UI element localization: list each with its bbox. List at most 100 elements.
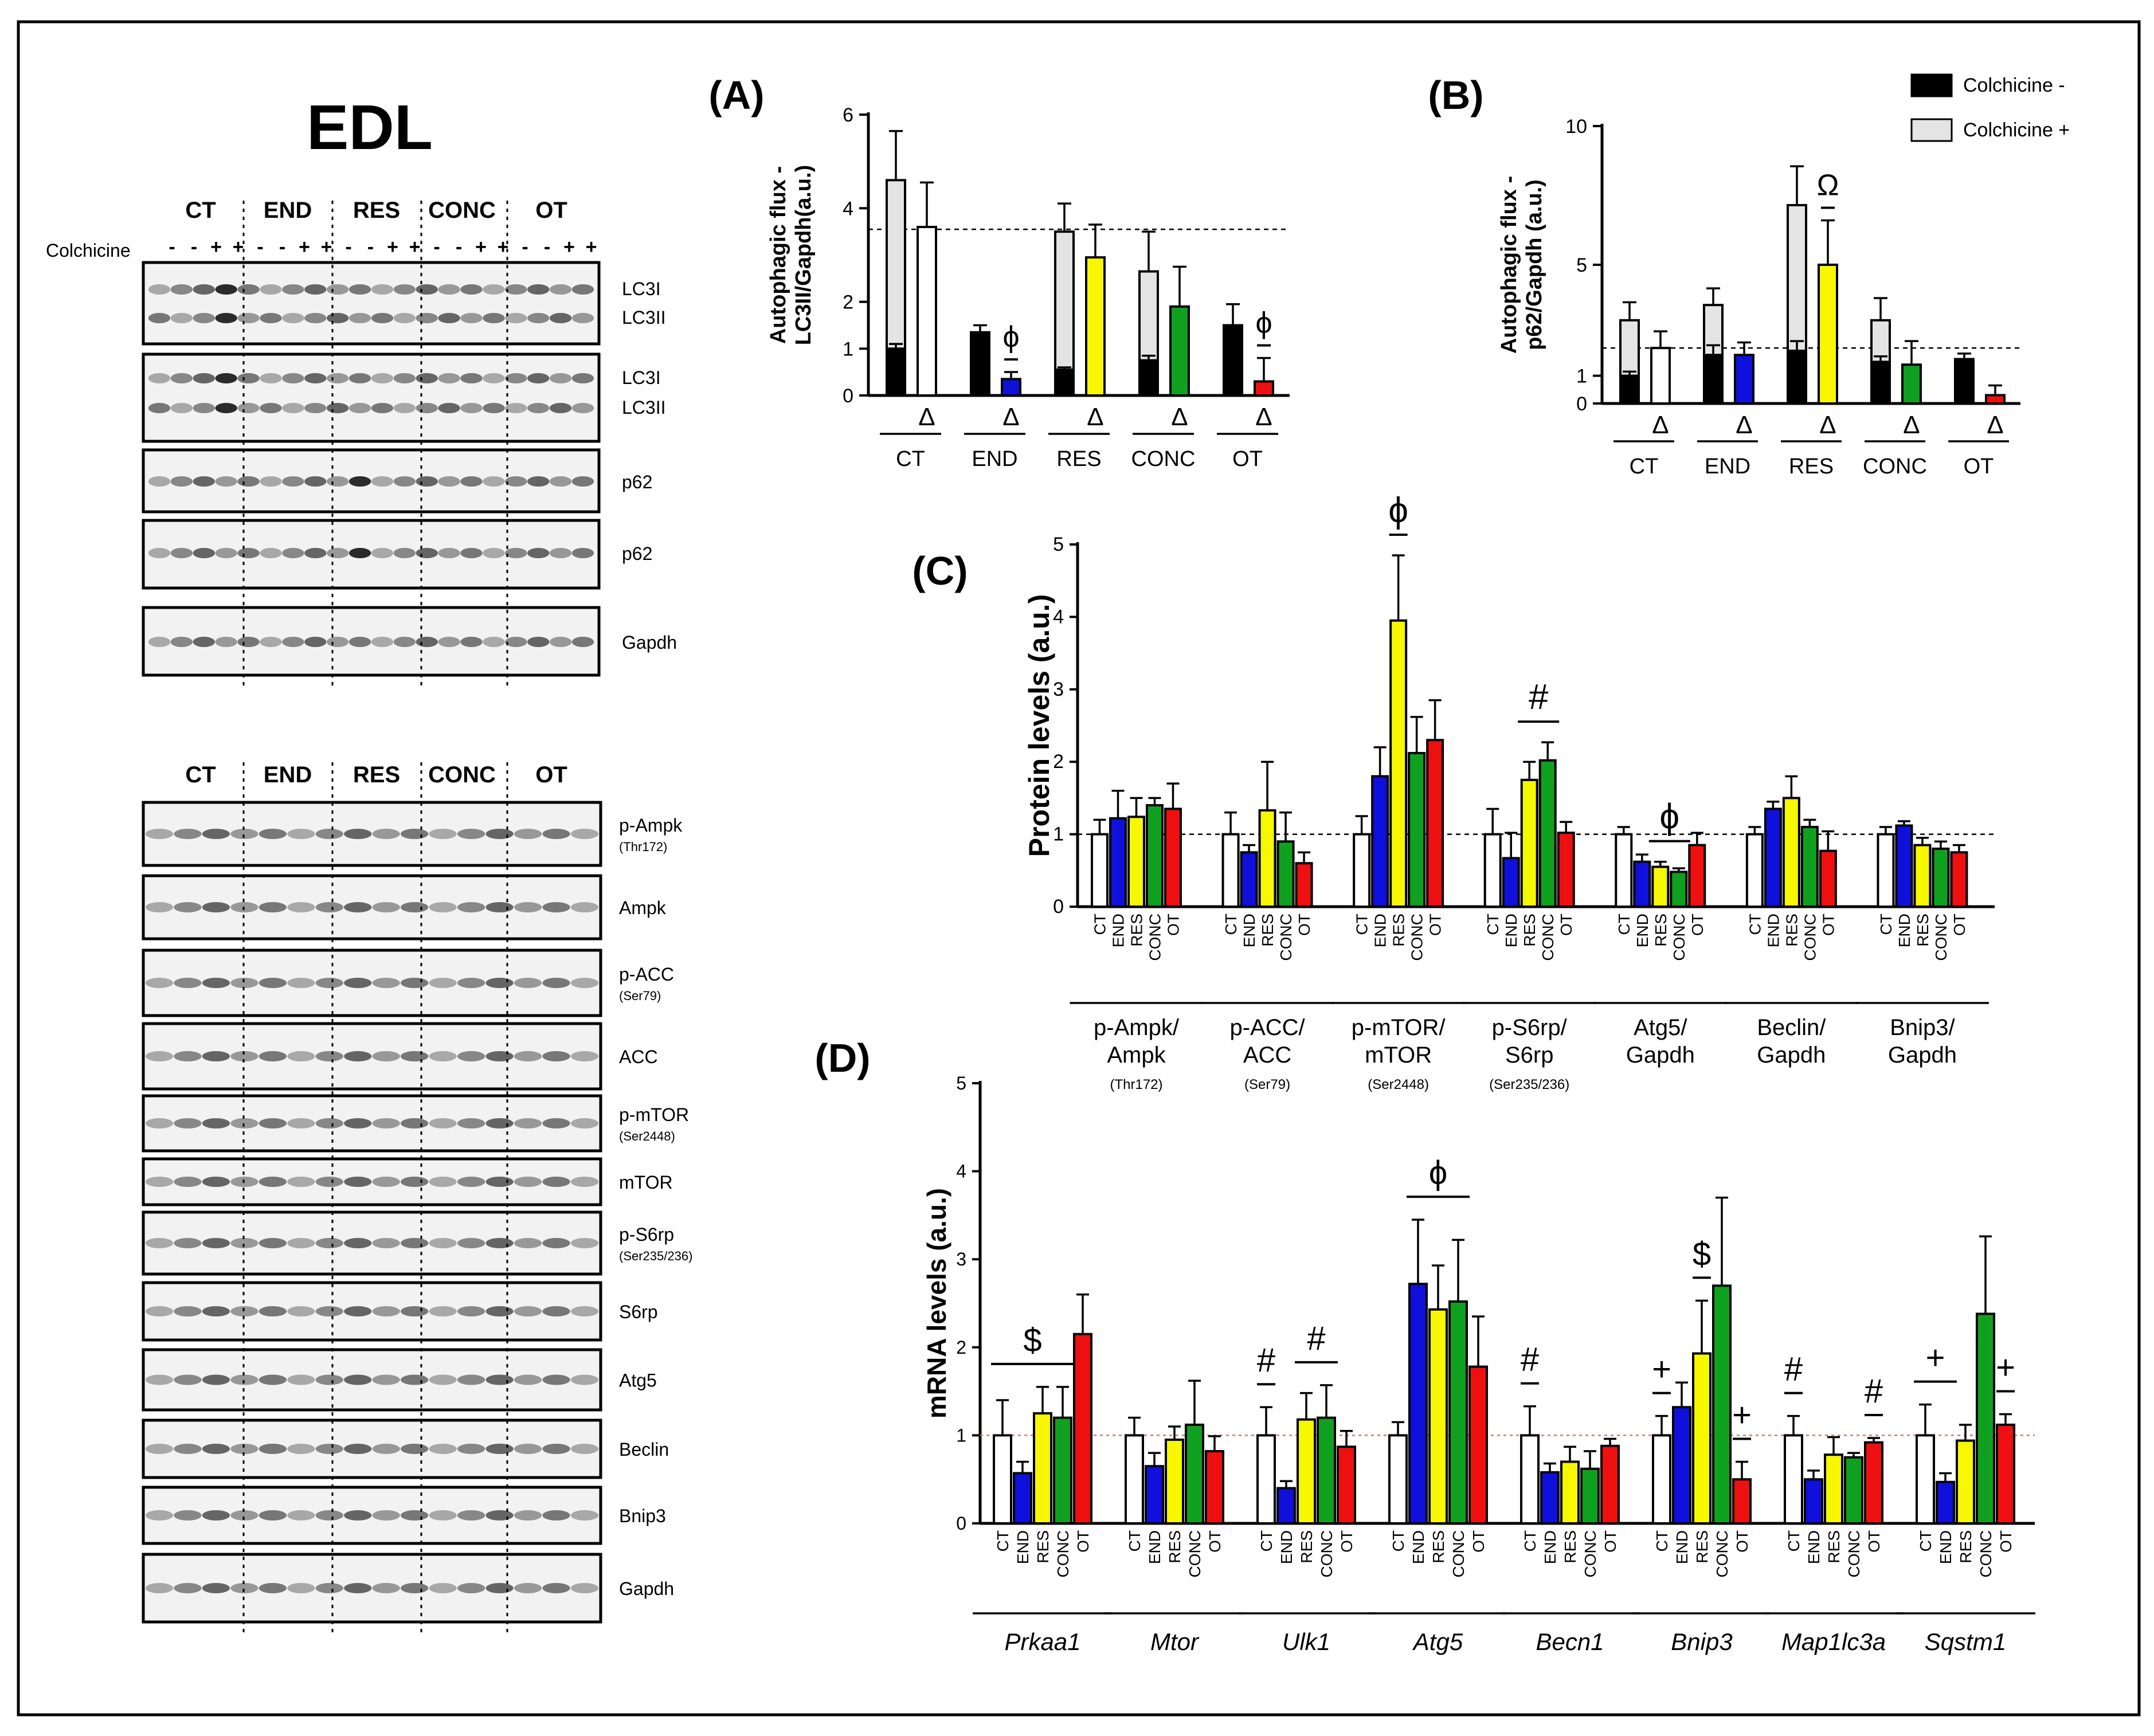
bar — [1540, 1471, 1560, 1525]
bar-category-label: CT — [1484, 914, 1502, 935]
blot-band — [326, 284, 349, 295]
blot-band — [542, 1306, 570, 1316]
blot-band — [505, 548, 527, 558]
blot-band — [371, 403, 394, 413]
error-bar — [1058, 366, 1071, 370]
blot-band — [527, 373, 550, 383]
blot-band — [215, 637, 237, 647]
blot-band — [344, 1374, 372, 1385]
error-bar — [1767, 800, 1780, 809]
blot-band — [344, 902, 372, 912]
blot-band — [457, 1118, 485, 1128]
blot-band — [571, 548, 594, 558]
bar — [1276, 1487, 1296, 1525]
colchicine-sign: - — [456, 236, 462, 258]
blot-band — [315, 1306, 343, 1316]
colchicine-sign: - — [433, 236, 440, 258]
bar-category-label: OT — [1470, 1530, 1487, 1553]
bar — [1844, 1456, 1863, 1525]
bar — [1672, 1406, 1691, 1525]
group-label: CT — [1630, 454, 1659, 479]
bar-colchicine-minus — [886, 347, 906, 397]
blot-band — [549, 637, 572, 647]
bar-category-label: CONC — [1845, 1530, 1863, 1577]
blot-band — [514, 1051, 542, 1061]
blot-band — [193, 476, 216, 487]
group-label: RES — [1056, 447, 1101, 471]
blot-band — [344, 1177, 372, 1187]
bar-flux — [1254, 380, 1274, 397]
blot-band — [460, 403, 483, 413]
bar — [1652, 1434, 1671, 1525]
blot-band — [401, 902, 429, 912]
bar — [1950, 851, 1968, 908]
blot-band — [571, 476, 594, 487]
blot-band — [230, 1051, 259, 1061]
group-label: CT — [896, 447, 925, 471]
error-bar — [1737, 341, 1751, 355]
blot-band — [372, 1306, 400, 1316]
group-label: Ulk1 — [1282, 1628, 1330, 1655]
blot-band — [315, 1238, 343, 1248]
blot-band — [145, 1374, 174, 1385]
bar — [1145, 1465, 1164, 1525]
delta-symbol: Δ — [1255, 403, 1272, 431]
blot-band — [372, 1238, 400, 1248]
group-sublabel: (Ser79) — [1244, 1077, 1290, 1092]
blot-band — [570, 829, 599, 839]
error-bar — [973, 324, 987, 332]
blot-band — [315, 1051, 343, 1061]
figure-border — [17, 20, 2141, 1717]
blot-band — [527, 313, 550, 323]
bar — [1317, 1416, 1336, 1525]
blot-band — [393, 373, 416, 383]
blot-band — [438, 476, 460, 487]
bar — [1520, 778, 1538, 908]
group-label: RES — [1789, 454, 1834, 479]
blot-band — [348, 313, 371, 323]
blot-panel-top-frame — [142, 352, 601, 443]
blot-group-label-bottom: OT — [535, 762, 567, 787]
blot-band — [527, 548, 550, 558]
bar-flux — [1085, 256, 1106, 397]
blot-band — [174, 1510, 202, 1521]
blot-band — [401, 1374, 429, 1385]
blot-band — [259, 1238, 287, 1248]
group-label: Becn1 — [1536, 1628, 1604, 1655]
blot-panel-top-frame — [142, 261, 601, 346]
blot-protein-label: LC3I — [622, 279, 661, 299]
blot-band — [542, 1374, 570, 1385]
error-bar — [1654, 860, 1667, 867]
bar-category-label: END — [1805, 1530, 1823, 1564]
group-label: ACC — [1243, 1043, 1291, 1068]
error-bar — [1623, 370, 1636, 376]
error-bar — [1916, 837, 1929, 845]
blot-band — [282, 548, 304, 558]
bar — [1784, 1434, 1803, 1525]
blot-band — [429, 829, 457, 839]
blot-band — [438, 284, 460, 295]
blot-band — [259, 1051, 287, 1061]
blot-protein-label: LC3II — [622, 397, 665, 418]
blot-band — [514, 1510, 542, 1521]
blot-band — [570, 1510, 599, 1521]
error-bar — [1224, 811, 1237, 834]
bar-category-label: CT — [1091, 914, 1109, 935]
blot-panel-bottom-frame — [142, 1094, 602, 1153]
blot-band — [438, 313, 460, 323]
error-bar — [889, 343, 903, 349]
blot-band — [483, 284, 505, 295]
bar-category-label: CT — [1389, 1530, 1407, 1551]
error-bar — [1957, 352, 1971, 359]
blot-band — [542, 1510, 570, 1521]
error-bar — [1897, 820, 1910, 826]
significance-symbol: # — [1784, 1351, 1803, 1388]
error-bar — [1428, 699, 1442, 740]
blot-band — [372, 1051, 400, 1061]
blot-band — [287, 1306, 315, 1316]
blot-band — [485, 1583, 514, 1593]
blot-band — [438, 373, 460, 383]
legend-swatch-plus — [1910, 118, 1953, 142]
bar-category-label: END — [1372, 914, 1389, 947]
